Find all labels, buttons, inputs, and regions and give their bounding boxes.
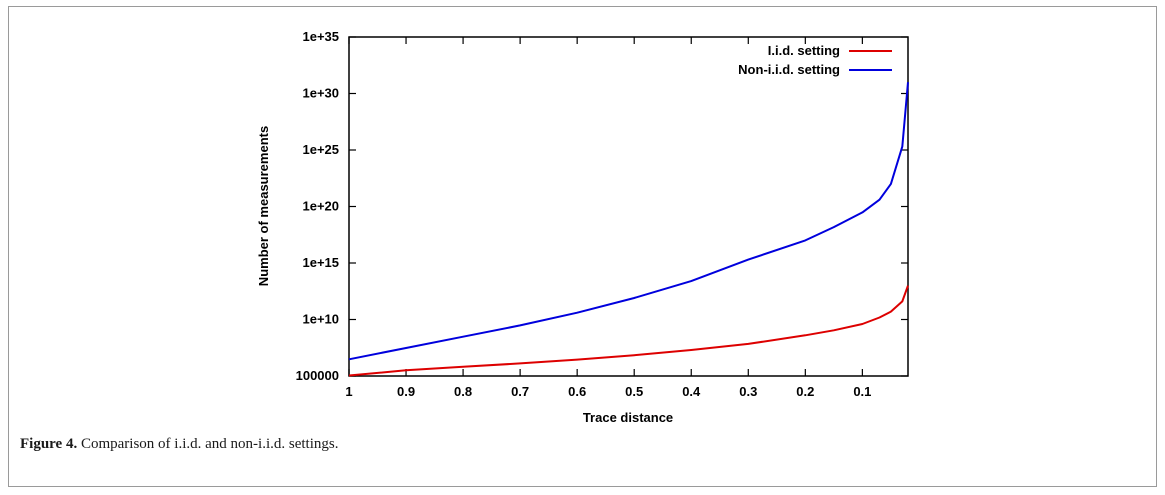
x-tick-label: 0.8 <box>454 384 472 399</box>
y-tick-label: 1e+20 <box>302 199 339 214</box>
plot-area <box>348 36 909 377</box>
series-line-1 <box>348 82 909 361</box>
legend-label: I.i.d. setting <box>768 43 840 58</box>
y-tick-label: 1e+10 <box>302 312 339 327</box>
y-tick-label: 100000 <box>296 368 339 383</box>
x-tick-label: 0.3 <box>739 384 757 399</box>
x-tick-label: 1 <box>345 384 352 399</box>
figure-caption: Figure 4. Comparison of i.i.d. and non-i… <box>20 436 338 453</box>
x-tick-label: 0.7 <box>511 384 529 399</box>
x-tick-label: 0.2 <box>796 384 814 399</box>
y-tick-label: 1e+15 <box>302 255 339 270</box>
x-tick-label: 0.4 <box>682 384 701 399</box>
x-tick-label: 0.6 <box>568 384 586 399</box>
series-line-0 <box>348 285 909 377</box>
legend-label: Non-i.i.d. setting <box>738 62 840 77</box>
caption-text: Comparison of i.i.d. and non-i.i.d. sett… <box>77 436 339 452</box>
y-axis-label: Number of measurements <box>256 126 271 286</box>
x-tick-label: 0.5 <box>625 384 643 399</box>
y-tick-label: 1e+35 <box>302 29 339 44</box>
x-tick-label: 0.1 <box>853 384 871 399</box>
x-tick-label: 0.9 <box>397 384 415 399</box>
x-axis-label: Trace distance <box>583 410 673 425</box>
y-tick-label: 1e+30 <box>302 86 339 101</box>
y-tick-label: 1e+25 <box>302 142 339 157</box>
caption-label: Figure 4. <box>20 436 78 452</box>
